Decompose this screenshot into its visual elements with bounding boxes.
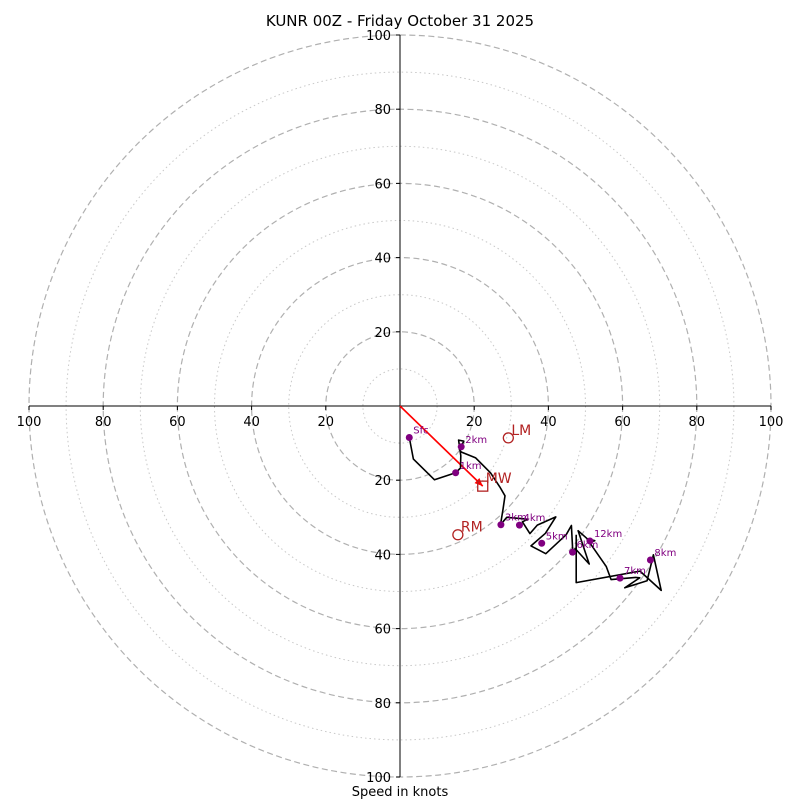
y-tick-label: 60 <box>374 177 391 192</box>
height-label: 2km <box>465 435 487 446</box>
height-marker <box>515 521 523 529</box>
height-marker <box>457 443 465 451</box>
height-label: 6km <box>577 540 599 551</box>
chart-title: KUNR 00Z - Friday October 31 2025 <box>266 12 534 30</box>
y-tick-label: 80 <box>374 103 391 118</box>
x-tick-label: 20 <box>318 415 335 430</box>
storm-motion-markers: LM RM MW <box>452 423 531 541</box>
x-axis-label: Speed in knots <box>352 785 449 800</box>
mean-wind-marker <box>477 480 489 492</box>
shear-vector-line <box>399 405 484 487</box>
y-tick-label: 60 <box>374 623 391 638</box>
height-marker <box>405 434 413 442</box>
height-marker <box>452 469 460 477</box>
x-tick-label: 80 <box>689 415 706 430</box>
mw-motion-label: MW <box>486 471 512 487</box>
height-label: 1km <box>460 461 482 472</box>
height-label: 12km <box>594 529 622 540</box>
x-tick-label: 100 <box>759 415 784 430</box>
x-tick-label: 40 <box>243 415 260 430</box>
x-tick-label: 80 <box>95 415 112 430</box>
y-tick-label: 40 <box>374 548 391 563</box>
x-tick-label: 40 <box>540 415 557 430</box>
height-label: 4km <box>523 513 545 524</box>
height-marker <box>646 556 654 564</box>
lm-motion-marker <box>502 432 514 444</box>
lm-motion-label: LM <box>511 423 531 439</box>
height-label: 3km <box>505 513 527 524</box>
height-marker <box>569 548 577 556</box>
y-tick-label: 80 <box>374 697 391 712</box>
height-marker <box>586 537 594 545</box>
shear-vector-arrowhead <box>474 478 483 487</box>
tick-labels: 100 80 60 40 20 20 40 60 80 100 100 80 60 40 20 20 40 60 8… <box>17 29 784 786</box>
rm-motion-marker <box>452 529 464 541</box>
y-tick-label: 20 <box>374 474 391 489</box>
height-marker <box>616 574 624 582</box>
x-tick-label: 20 <box>466 415 483 430</box>
y-tick-label: 100 <box>366 29 391 44</box>
height-marker <box>497 521 505 529</box>
x-tick-label: 60 <box>614 415 631 430</box>
height-label: Sfc <box>413 426 428 437</box>
height-label: 5km <box>546 531 568 542</box>
y-tick-label: 100 <box>366 771 391 786</box>
height-label: 8km <box>654 548 676 559</box>
shear-vector <box>399 405 484 487</box>
y-tick-label: 20 <box>374 326 391 341</box>
height-label: 7km <box>624 566 646 577</box>
height-marker <box>538 539 546 547</box>
x-tick-label: 100 <box>17 415 42 430</box>
rm-motion-label: RM <box>461 520 483 536</box>
x-tick-label: 60 <box>169 415 186 430</box>
y-tick-label: 40 <box>374 252 391 267</box>
